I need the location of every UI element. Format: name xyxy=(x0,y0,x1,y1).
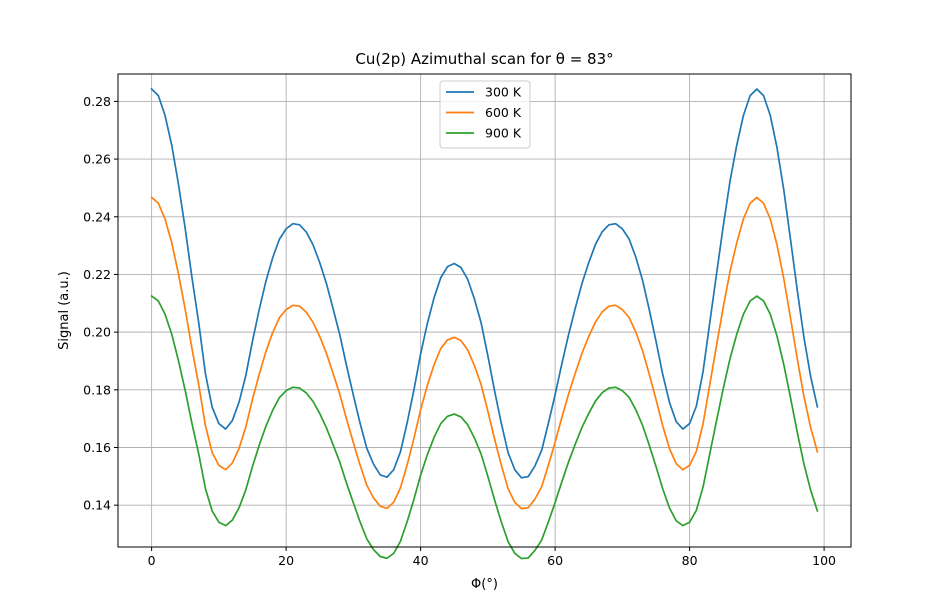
series-layer xyxy=(150,87,819,560)
y-tick-label: 0.26 xyxy=(83,152,111,167)
y-tick-label: 0.18 xyxy=(83,382,111,397)
plot-frame xyxy=(117,73,852,548)
x-tick-label: 60 xyxy=(547,553,563,568)
y-tick-label: 0.22 xyxy=(83,267,111,282)
legend-label: 900 K xyxy=(485,126,522,141)
legend: 300 K 600 K 900 K xyxy=(439,80,531,149)
x-tick-label: 100 xyxy=(812,553,836,568)
series-line-900-k xyxy=(150,294,819,560)
legend-label: 300 K xyxy=(485,85,522,100)
legend-box xyxy=(439,80,531,149)
legend-label: 600 K xyxy=(485,105,522,120)
y-tick-label: 0.14 xyxy=(83,498,111,513)
x-axis-label: Φ(°) xyxy=(471,577,498,592)
y-tick-label: 0.16 xyxy=(83,440,111,455)
series-line-600-k xyxy=(150,196,819,510)
y-tick-label: 0.20 xyxy=(83,325,111,340)
x-tick-label: 20 xyxy=(278,553,294,568)
x-tick-label: 0 xyxy=(148,553,156,568)
y-tick-label: 0.28 xyxy=(83,94,111,109)
x-tick-label: 40 xyxy=(413,553,429,568)
y-axis: 0.14 0.16 0.18 0.20 0.22 0.24 0.26 0.28 xyxy=(83,94,118,513)
chart-title: Cu(2p) Azimuthal scan for θ = 83° xyxy=(355,50,613,68)
x-axis: 0 20 40 60 80 100 xyxy=(148,547,836,568)
series-line-300-k xyxy=(150,87,819,479)
y-axis-label: Signal (a.u.) xyxy=(57,271,72,350)
x-tick-label: 80 xyxy=(682,553,698,568)
y-tick-label: 0.24 xyxy=(83,209,111,224)
